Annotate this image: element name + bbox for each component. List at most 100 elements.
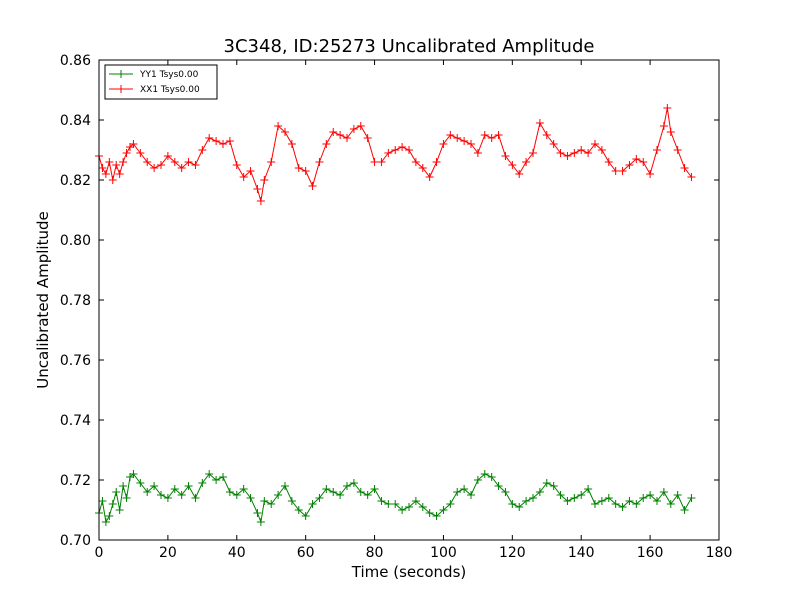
data-point	[384, 500, 393, 508]
data-point	[618, 503, 627, 511]
data-point	[205, 470, 214, 478]
data-point	[611, 167, 620, 175]
data-point	[639, 494, 648, 502]
data-point	[501, 488, 510, 496]
y-tick-label: 0.78	[60, 293, 91, 309]
data-point	[563, 497, 572, 505]
y-tick-label: 0.84	[60, 113, 91, 129]
data-point	[666, 128, 675, 136]
data-point	[659, 122, 668, 130]
data-point	[150, 164, 159, 172]
plot-area-frame	[98, 59, 720, 541]
data-point	[115, 506, 124, 514]
legend-box	[104, 64, 218, 100]
data-point	[535, 488, 544, 496]
data-point	[467, 140, 475, 148]
data-point	[453, 488, 462, 496]
data-point	[418, 503, 427, 511]
data-point	[157, 491, 165, 499]
data-point	[301, 167, 310, 175]
data-point	[632, 155, 641, 163]
data-point	[219, 140, 227, 148]
chart-title: 3C348, ID:25273 Uncalibrated Amplitude	[224, 36, 595, 57]
data-point	[122, 149, 131, 157]
data-point	[246, 167, 255, 175]
data-point	[646, 491, 655, 499]
data-point	[618, 167, 627, 175]
data-point	[287, 497, 296, 505]
data-point	[336, 491, 345, 499]
data-point	[329, 488, 338, 496]
data-point	[315, 494, 324, 502]
data-point	[659, 488, 668, 496]
data-point	[225, 488, 234, 496]
data-point	[115, 170, 124, 178]
data-point	[556, 491, 565, 499]
data-point	[418, 164, 427, 172]
data-point	[253, 509, 262, 517]
data-point	[184, 482, 193, 490]
data-point	[274, 122, 283, 130]
data-point	[191, 494, 200, 502]
data-point	[680, 506, 689, 514]
data-point	[432, 512, 441, 520]
x-tick-label: 20	[159, 545, 177, 561]
data-point	[501, 152, 510, 160]
data-point	[687, 173, 696, 181]
data-point	[219, 473, 227, 481]
data-point	[170, 485, 179, 493]
data-point	[653, 146, 661, 154]
data-point	[129, 140, 138, 148]
data-point	[322, 485, 331, 493]
data-point	[460, 137, 469, 145]
data-point	[112, 488, 121, 496]
data-point	[343, 482, 351, 490]
data-point	[308, 182, 317, 190]
data-point	[163, 152, 172, 160]
series-layer	[95, 104, 696, 526]
data-point	[260, 176, 269, 184]
data-point	[584, 149, 593, 157]
data-point	[108, 176, 117, 184]
data-point	[136, 479, 145, 487]
data-point	[370, 485, 379, 493]
data-point	[143, 488, 152, 496]
y-tick-label: 0.82	[60, 173, 91, 189]
data-point	[136, 149, 145, 157]
data-point	[467, 491, 475, 499]
data-point	[177, 164, 186, 172]
data-point	[98, 497, 107, 505]
series-1	[95, 104, 696, 205]
legend: YY1 Tsys0.00 XX1 Tsys0.00	[104, 64, 218, 100]
data-point	[487, 473, 496, 481]
y-axis-label: Uncalibrated Amplitude	[34, 211, 52, 388]
data-point	[405, 146, 413, 154]
data-point	[549, 140, 558, 148]
data-point	[597, 497, 606, 505]
data-point	[508, 500, 517, 508]
data-point	[446, 500, 455, 508]
y-tick-label: 0.72	[60, 473, 91, 489]
data-point	[349, 125, 358, 133]
data-point	[673, 146, 682, 154]
data-point	[611, 500, 620, 508]
data-point	[398, 506, 407, 514]
data-point	[432, 158, 441, 166]
data-point	[98, 164, 107, 172]
data-point	[522, 158, 531, 166]
data-point	[584, 485, 593, 493]
data-point	[170, 158, 179, 166]
data-point	[625, 161, 634, 169]
data-point	[349, 479, 358, 487]
data-point	[425, 173, 434, 181]
data-point	[646, 170, 655, 178]
data-point	[336, 131, 345, 139]
data-point	[105, 512, 114, 520]
legend-label-yy1: YY1 Tsys0.00	[139, 70, 199, 80]
data-point	[529, 494, 537, 502]
x-tick-label: 80	[366, 545, 384, 561]
data-point	[232, 161, 241, 169]
data-point	[604, 158, 613, 166]
